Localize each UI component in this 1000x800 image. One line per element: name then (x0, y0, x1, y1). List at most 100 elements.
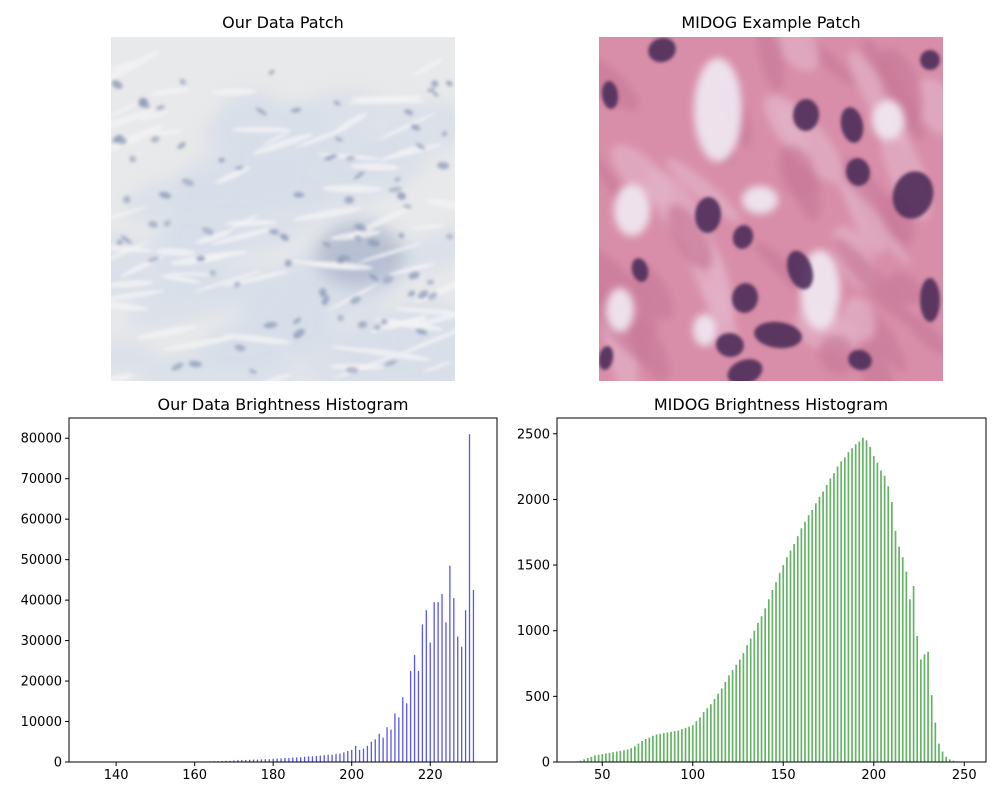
hist-b-bar (757, 622, 759, 762)
hist-b-bar (789, 550, 792, 762)
hist-b-bar (775, 582, 777, 762)
hist-a-bar (225, 760, 227, 762)
hist-b-bar (691, 725, 694, 762)
hist-b-bar (793, 544, 795, 762)
hist-a-ytick-label: 0 (54, 756, 62, 771)
hist-b-bar (833, 473, 835, 762)
hist-b-frame (556, 417, 987, 763)
hist-a-bar (284, 757, 286, 762)
hist-a-bar (307, 756, 310, 762)
hist-b-bar (735, 664, 738, 762)
hist-a-bar (339, 753, 341, 762)
hist-b-ytick-label: 0 (542, 756, 550, 771)
hist-b-bar (655, 734, 658, 762)
hist-b-bar (630, 748, 633, 762)
hist-b-bar (804, 521, 806, 762)
hist-b-bar (753, 630, 756, 762)
hist-b-bar (905, 571, 908, 762)
hist-a-bar (461, 646, 463, 762)
hist-b-bar (597, 754, 600, 762)
hist-a-ytick-label: 10000 (21, 715, 62, 730)
hist-a-ytick-label: 70000 (21, 472, 62, 487)
hist-b-bar (746, 645, 748, 762)
hist-b-bar (731, 670, 734, 762)
hist-b-bar (720, 688, 723, 762)
hist-a-bar (303, 756, 306, 762)
hist-b-bar (916, 635, 919, 762)
hist-a-bar (425, 610, 427, 762)
hist-a-bar (468, 434, 471, 762)
hist-a-title: Our Data Brightness Histogram (158, 395, 409, 414)
hist-a-bar (229, 760, 231, 762)
hist-b-bar (710, 704, 712, 762)
hist-b-bar (644, 739, 647, 762)
hist-a-bar (264, 759, 266, 762)
hist-b-bar (695, 721, 698, 762)
hist-b-bar (807, 515, 810, 762)
hist-a-xtick-label: 160 (182, 768, 207, 783)
hist-b-bar (934, 722, 937, 762)
hist-a-bar (331, 754, 333, 762)
hist-b-bar (767, 599, 770, 762)
hist-a-bar (449, 565, 451, 762)
hist-b-bar (742, 653, 745, 762)
hist-b-ytick-label: 2000 (517, 493, 550, 508)
hist-a-bar (362, 748, 365, 762)
hist-a-bar (276, 758, 278, 762)
hist-b-bar (699, 717, 701, 762)
hist-a-bar (378, 733, 380, 762)
hist-b-bar (862, 437, 864, 762)
hist-a-bar (429, 642, 431, 762)
hist-a-bar (358, 749, 361, 762)
hist-a-bar (248, 759, 251, 762)
hist-a-bar (421, 624, 424, 762)
hist-a-bar (453, 598, 455, 762)
hist-a-plot: 140 160 180 200 220 0 10000 20000 30000 40000 5000… (21, 432, 475, 783)
hist-b-bar (840, 461, 843, 762)
hist-b-bar (901, 557, 904, 762)
hist-b-bar (778, 572, 781, 762)
hist-b-bar (876, 462, 879, 762)
hist-b-bar (938, 743, 940, 762)
hist-b-bar (728, 675, 730, 762)
hist-a-bar (237, 760, 239, 762)
hist-a-bar (445, 622, 447, 762)
hist-b-bar (786, 557, 788, 762)
hist-a-bar (457, 636, 459, 762)
hist-a-bar (472, 590, 475, 762)
hist-b-bar (869, 446, 872, 762)
hist-b-bar (612, 752, 614, 762)
hist-b-bar (594, 755, 596, 762)
hist-a-ytick-label: 40000 (21, 594, 62, 609)
hist-a-bar (409, 670, 412, 762)
hist-b-bar (880, 470, 882, 762)
patch-b-image (599, 37, 943, 381)
hist-b-bar (919, 659, 922, 762)
hist-a-bar (327, 754, 329, 762)
hist-b-bar (717, 693, 719, 762)
hist-b-bar (641, 740, 643, 762)
hist-b-bar (608, 752, 611, 762)
hist-b-xtick-label: 200 (861, 768, 886, 783)
hist-b-bar (626, 749, 629, 762)
hist-a-bar (233, 760, 235, 762)
hist-a-ytick-label: 30000 (21, 634, 62, 649)
hist-a-bar (260, 759, 263, 762)
hist-a-bar (417, 670, 420, 762)
hist-b-xtick-label: 250 (952, 768, 977, 783)
hist-a-bar (437, 602, 439, 762)
hist-b-bar (677, 730, 680, 762)
hist-b-bar (847, 452, 850, 762)
hist-a-frame (68, 417, 498, 763)
hist-a-bar (464, 610, 467, 762)
hist-b-ytick-label: 2500 (517, 427, 550, 442)
hist-b-bar (771, 590, 774, 762)
hist-b-bar (891, 502, 893, 762)
hist-a-bar (351, 749, 353, 762)
hist-b-bar (666, 732, 669, 762)
hist-a-bar (272, 758, 274, 762)
hist-b-bar (829, 478, 832, 762)
hist-b-bar (909, 599, 911, 762)
hist-b-bar (872, 456, 875, 762)
hist-b-bar (724, 681, 727, 762)
